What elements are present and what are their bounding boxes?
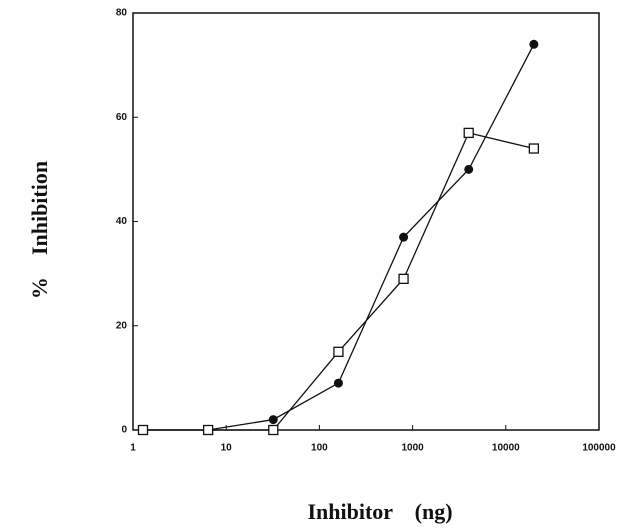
x-tick-label: 100000 bbox=[582, 443, 616, 454]
y-tick-label: 60 bbox=[116, 112, 128, 123]
square-marker bbox=[398, 273, 409, 284]
series-line bbox=[142, 43, 535, 431]
x-tick-label: 10 bbox=[221, 443, 233, 454]
x-tick-label: 1 bbox=[130, 443, 136, 454]
circle-marker bbox=[529, 39, 539, 49]
y-axis-title: % Inhibition bbox=[27, 161, 52, 299]
plot-frame bbox=[132, 12, 600, 431]
x-tick-label: 10000 bbox=[492, 443, 520, 454]
x-tick-label: 100 bbox=[311, 443, 328, 454]
circle-marker bbox=[268, 415, 278, 425]
y-tick-label: 80 bbox=[116, 8, 128, 19]
y-tick-label: 40 bbox=[116, 216, 128, 227]
y-tick-label: 0 bbox=[121, 425, 127, 436]
y-tick-label: 20 bbox=[116, 320, 128, 331]
square-marker bbox=[333, 346, 344, 357]
x-tick-label: 1000 bbox=[401, 443, 424, 454]
square-marker bbox=[528, 143, 540, 154]
circle-marker bbox=[399, 232, 409, 242]
square-marker bbox=[202, 424, 214, 436]
circle-marker bbox=[464, 164, 474, 174]
square-marker bbox=[463, 127, 474, 139]
circle-marker bbox=[333, 378, 343, 388]
square-marker bbox=[268, 424, 279, 436]
square-marker bbox=[137, 424, 149, 436]
x-axis-title: Inhibitor (ng) bbox=[307, 499, 452, 524]
